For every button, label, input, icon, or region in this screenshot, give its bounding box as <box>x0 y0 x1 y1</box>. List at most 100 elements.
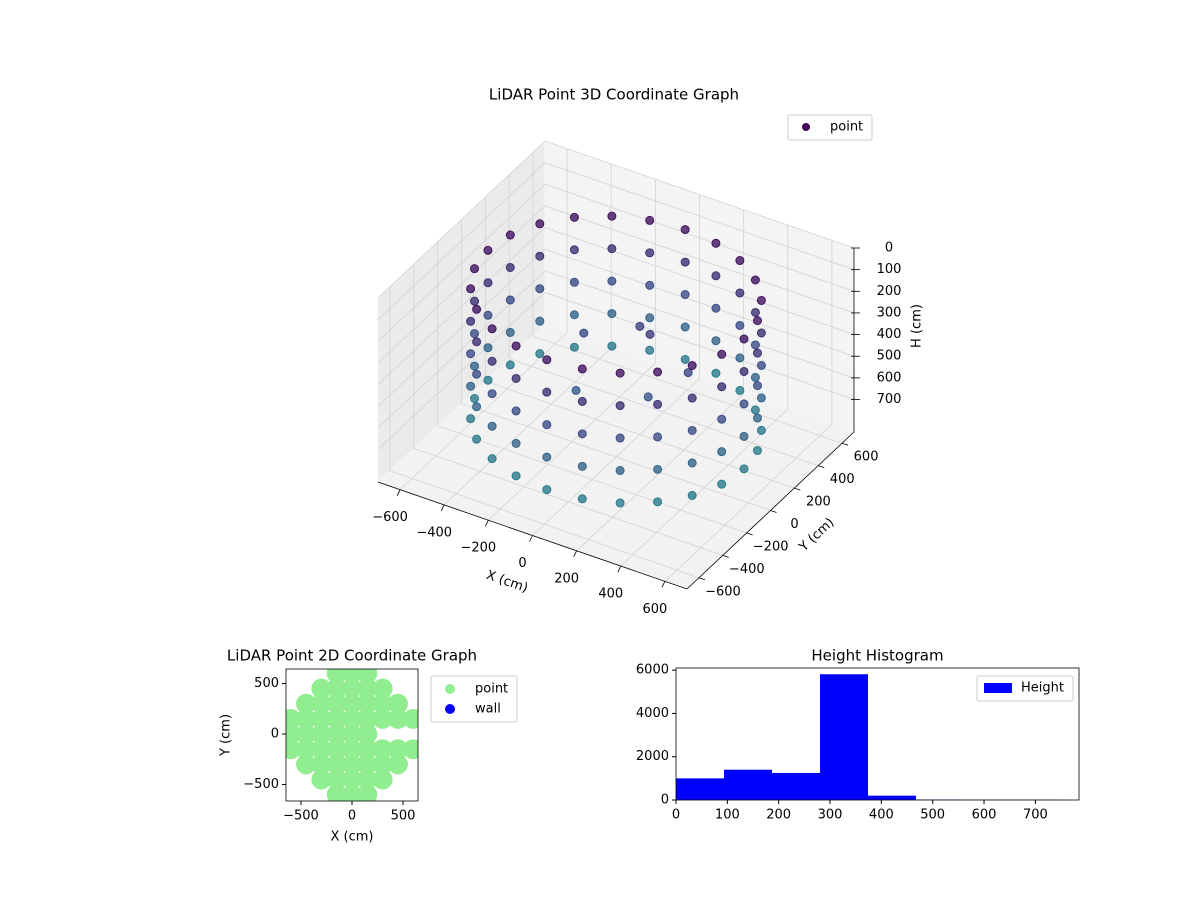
point <box>711 336 721 346</box>
bar <box>676 778 725 800</box>
y-axis-line <box>686 431 855 590</box>
grid-line <box>413 447 723 556</box>
chart-title: LiDAR Point 3D Coordinate Graph <box>489 86 739 104</box>
z-tick-label: 200 <box>877 284 902 299</box>
point <box>615 433 625 443</box>
point <box>466 284 476 294</box>
x-tick <box>573 550 578 557</box>
point <box>607 276 617 286</box>
x-tick-label: 600 <box>972 808 997 823</box>
point <box>342 669 362 684</box>
x-tick-label: 400 <box>598 587 623 602</box>
point <box>615 498 625 508</box>
point <box>535 316 545 326</box>
y-tick <box>722 554 729 558</box>
point <box>569 245 579 255</box>
point <box>711 303 721 313</box>
point <box>569 277 579 287</box>
point <box>615 368 625 378</box>
point <box>342 724 362 745</box>
point <box>342 784 362 801</box>
y-tick-label: 6000 <box>636 663 669 678</box>
point <box>357 708 378 729</box>
point <box>607 211 617 221</box>
point <box>487 389 497 399</box>
x-tick-label: 700 <box>1023 808 1048 823</box>
point <box>711 238 721 248</box>
point <box>752 446 762 456</box>
point <box>687 490 697 500</box>
x-tick-label: 400 <box>869 808 894 823</box>
x-tick <box>529 535 533 542</box>
grid-line <box>377 227 546 385</box>
point <box>311 678 332 699</box>
y-tick-label: 0 <box>271 727 279 742</box>
point <box>326 754 347 775</box>
point <box>387 754 408 775</box>
point <box>680 354 690 364</box>
x-tick-label: 200 <box>766 808 791 823</box>
legend-marker <box>802 123 810 131</box>
point <box>470 296 480 306</box>
point <box>296 693 317 714</box>
point <box>735 288 745 298</box>
grid-line <box>544 270 855 379</box>
legend-box <box>976 675 1074 702</box>
point <box>535 251 545 261</box>
point <box>357 693 378 714</box>
point <box>296 754 317 775</box>
point <box>535 284 545 294</box>
point <box>687 393 697 403</box>
point <box>653 464 663 474</box>
point <box>717 479 727 489</box>
point <box>645 313 655 323</box>
point <box>372 739 393 760</box>
point <box>470 264 480 274</box>
point <box>372 708 393 729</box>
point <box>372 754 393 775</box>
x-axis-label: X (cm) <box>484 568 530 596</box>
x-tick-label: 200 <box>554 571 579 586</box>
point <box>607 309 617 319</box>
point <box>466 349 476 359</box>
y-tick-label: 0 <box>790 517 798 532</box>
point <box>311 693 332 714</box>
chart-title: Height Histogram <box>811 647 943 665</box>
x-tick <box>617 565 622 573</box>
point <box>372 678 393 699</box>
point <box>342 769 362 790</box>
point <box>511 341 521 351</box>
point <box>735 353 745 363</box>
point <box>653 497 663 507</box>
point <box>756 360 766 370</box>
point <box>472 434 482 444</box>
point <box>342 754 362 775</box>
point <box>752 316 762 326</box>
point <box>326 784 347 801</box>
point <box>535 349 545 359</box>
point <box>311 708 332 729</box>
point <box>542 355 552 365</box>
point <box>752 381 762 391</box>
point <box>739 431 749 441</box>
point <box>645 280 655 290</box>
point <box>466 414 476 424</box>
point <box>756 425 766 435</box>
point <box>483 375 493 385</box>
grid-line <box>532 335 843 444</box>
y-tick-label: 600 <box>854 450 879 465</box>
point <box>683 368 693 378</box>
point <box>750 275 760 285</box>
point <box>487 356 497 366</box>
point <box>735 320 745 330</box>
z-tick-label: 100 <box>877 262 902 277</box>
legend-marker <box>984 683 1012 693</box>
point <box>372 693 393 714</box>
point <box>607 341 617 351</box>
y-tick <box>770 510 777 513</box>
point <box>717 349 727 359</box>
point <box>752 413 762 423</box>
point <box>357 678 378 699</box>
point <box>511 373 521 383</box>
